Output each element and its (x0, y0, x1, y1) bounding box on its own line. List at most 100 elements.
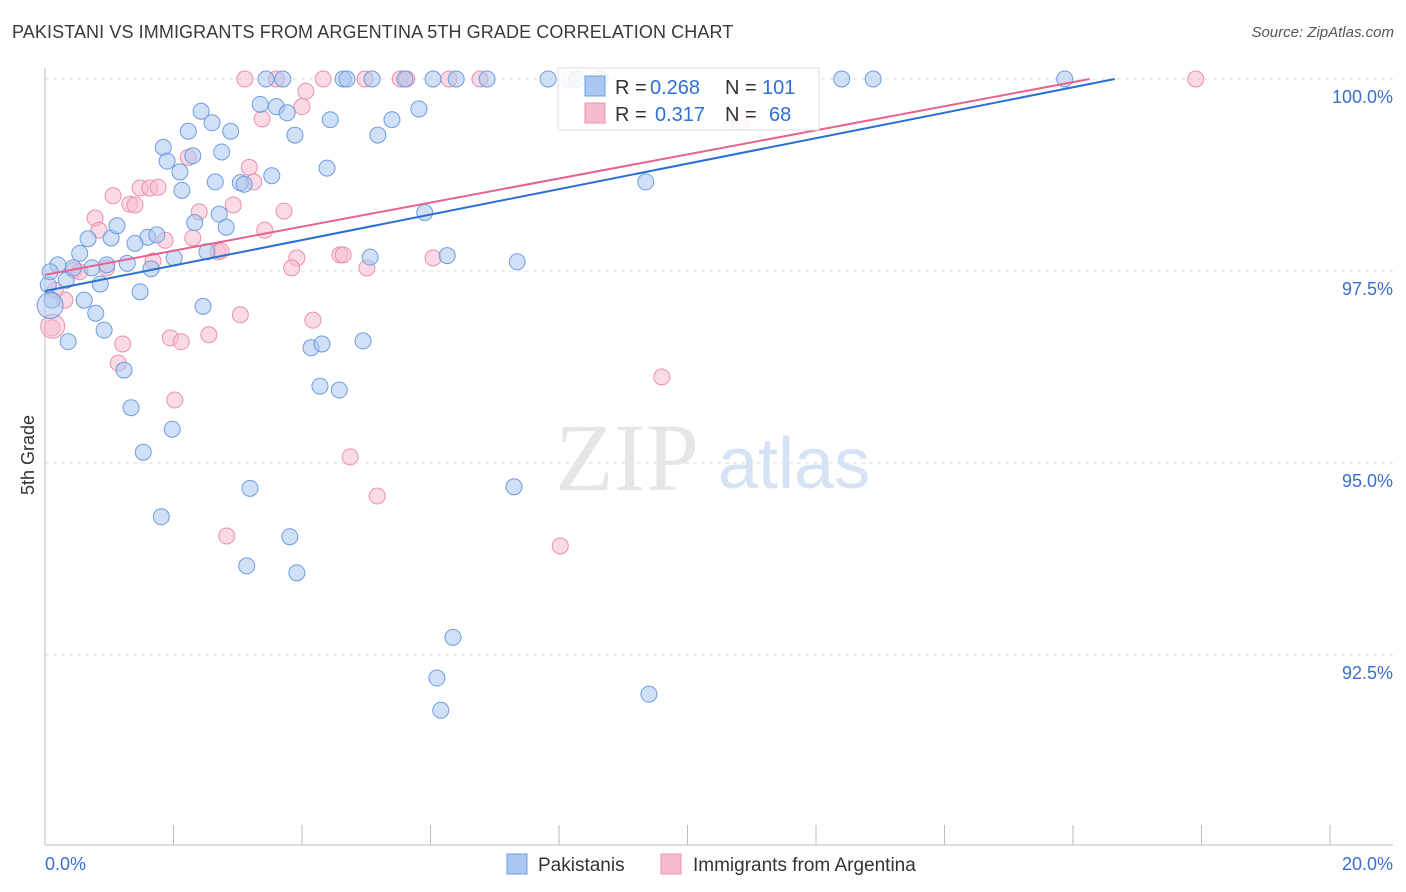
argentina-point (240, 158, 258, 176)
argentina-trend-line (44, 78, 1090, 276)
x-tick-label-max: 20.0% (1342, 854, 1393, 874)
argentina-point (304, 311, 322, 329)
legend-r-label: R = (615, 104, 647, 126)
pakistani-point (416, 204, 434, 222)
pakistani-point (864, 70, 882, 88)
pakistani-point (383, 111, 401, 129)
legend-n-label: N = (725, 104, 757, 126)
pakistani-point (41, 263, 59, 281)
argentina-point (104, 187, 122, 205)
legend-box: R = 0.268 N = 101 R = 0.317 N = 68 (557, 67, 820, 131)
pakistani-point (508, 253, 526, 271)
argentina-point (218, 527, 236, 545)
pakistani-point (257, 70, 275, 88)
pakistani-point (203, 114, 221, 132)
pakistani-point (79, 230, 97, 248)
pakistani-point (313, 335, 331, 353)
argentina-point (166, 391, 184, 409)
pakistani-point (122, 399, 140, 417)
pakistani-point (361, 248, 379, 266)
y-tick-label: 92.5% (1342, 663, 1393, 683)
argentina-point (424, 249, 442, 267)
watermark-zip: ZIP (555, 404, 699, 511)
pakistani-point (432, 701, 450, 719)
bottom-legend-swatch-blue (506, 853, 528, 875)
pakistani-point (438, 247, 456, 265)
legend-r-label: R = (615, 77, 647, 99)
pakistani-point (637, 173, 655, 191)
chart-title: PAKISTANI VS IMMIGRANTS FROM ARGENTINA 5… (12, 22, 734, 42)
pakistani-point (447, 70, 465, 88)
argentina-point (297, 82, 315, 100)
pakistani-point (158, 152, 176, 170)
argentina-point (256, 221, 274, 239)
pakistani-point (539, 70, 557, 88)
pakistani-point (163, 420, 181, 438)
pakistani-point (640, 685, 658, 703)
bottom-legend: Pakistanis Immigrants from Argentina (506, 853, 916, 876)
pakistani-point (833, 70, 851, 88)
pakistani-point (281, 528, 299, 546)
y-tick-label: 100.0% (1332, 87, 1393, 107)
pakistani-point (108, 217, 126, 235)
pakistani-point (241, 479, 259, 497)
argentina-point (253, 110, 271, 128)
pakistani-point (115, 361, 133, 379)
axes (44, 68, 1393, 846)
argentina-point (200, 326, 218, 344)
pakistani-point (222, 122, 240, 140)
pakistani-point (148, 226, 166, 244)
legend-r-value: 0.317 (655, 104, 705, 126)
pakistani-point (428, 669, 446, 687)
pakistani-point (192, 102, 210, 120)
argentina-point (224, 196, 242, 214)
pakistani-point (186, 214, 204, 232)
pakistani-point (95, 321, 113, 339)
pakistani-point (318, 159, 336, 177)
pakistani-trend-line (44, 78, 1115, 292)
legend-swatch-pink (584, 102, 606, 124)
pakistani-point (505, 478, 523, 496)
argentina-point (114, 335, 132, 353)
pakistani-point (210, 205, 228, 223)
argentina-point (236, 70, 254, 88)
legend-n-value: 68 (769, 104, 791, 126)
pakistani-point (179, 122, 197, 140)
pakistani-point (87, 304, 105, 322)
y-tick-label: 95.0% (1342, 471, 1393, 491)
pakistani-point (173, 181, 191, 199)
argentina-point (126, 196, 144, 214)
pakistani-point (152, 508, 170, 526)
pakistani-point (184, 147, 202, 165)
pakistani-point (286, 126, 304, 144)
pakistani-point (134, 443, 152, 461)
argentina-point (341, 448, 359, 466)
pakistani-point (263, 167, 281, 185)
legend-swatch-blue (584, 75, 606, 97)
pakistani-point (171, 163, 189, 181)
bottom-legend-swatch-pink (660, 853, 682, 875)
argentina-point (149, 178, 167, 196)
pakistani-point (396, 70, 414, 88)
source-label: Source: ZipAtlas.com (1251, 24, 1394, 41)
pakistani-point (369, 126, 387, 144)
pakistani-point (338, 70, 356, 88)
argentina-point (551, 537, 569, 555)
pakistani-point (274, 70, 292, 88)
pakistani-point (251, 95, 269, 113)
pakistani-point (71, 244, 89, 262)
legend-r-value: 0.268 (650, 77, 700, 99)
y-tick-label: 97.5% (1342, 279, 1393, 299)
watermark-atlas: atlas (718, 424, 870, 504)
argentina-point (172, 333, 190, 351)
blue-series (36, 70, 1074, 719)
argentina-point (314, 70, 332, 88)
pakistani-point (126, 234, 144, 252)
pakistani-point (478, 70, 496, 88)
pakistani-point (444, 628, 462, 646)
pakistani-point (206, 173, 224, 191)
y-axis-label: 5th Grade (18, 415, 38, 495)
argentina-point (275, 202, 293, 220)
x-tick-label-min: 0.0% (45, 854, 86, 874)
